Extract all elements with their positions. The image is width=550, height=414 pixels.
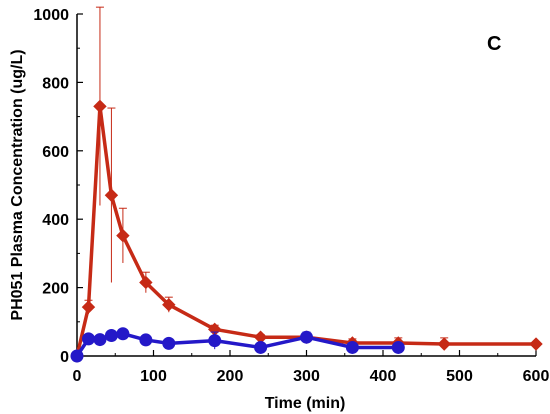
data-point — [162, 297, 176, 312]
data-point — [254, 340, 268, 354]
series-1 — [70, 6, 543, 363]
x-tick-label: 600 — [523, 368, 550, 385]
y-tick-label: 200 — [42, 281, 69, 298]
y-tick-label: 600 — [42, 144, 69, 161]
data-point — [93, 99, 107, 114]
data-point — [104, 188, 119, 202]
y-tick-label: 800 — [42, 75, 69, 92]
data-point — [208, 334, 222, 348]
data-point — [70, 349, 84, 363]
y-tick-label: 1000 — [33, 7, 69, 24]
data-point — [139, 275, 153, 290]
data-point — [300, 330, 313, 344]
data-point — [162, 336, 176, 350]
data-point — [529, 337, 543, 351]
data-point — [116, 327, 130, 341]
data-point — [139, 333, 153, 347]
x-axis-title: Time (min) — [265, 395, 346, 412]
x-tick-label: 100 — [140, 368, 167, 385]
x-tick-label: 400 — [370, 368, 397, 385]
x-tick-label: 200 — [217, 368, 244, 385]
panel-label: C — [487, 33, 501, 55]
data-point — [104, 328, 118, 342]
y-axis-title: PH051 Plasma Concentration (ug/L) — [9, 49, 26, 320]
data-point — [437, 337, 451, 351]
x-tick-label: 500 — [446, 368, 473, 385]
data-point — [345, 340, 359, 354]
data-point — [81, 332, 95, 346]
series-2 — [70, 327, 405, 363]
y-tick-label: 0 — [60, 349, 69, 366]
x-tick-label: 300 — [293, 368, 320, 385]
y-tick-label: 400 — [42, 212, 69, 229]
x-tick-label: 0 — [73, 368, 82, 385]
data-point — [391, 340, 405, 354]
data-point — [81, 300, 96, 314]
axes: 0 100 200 300 400 500 600 0 200 400 600 800 1000 — [33, 7, 549, 385]
data-point — [93, 333, 107, 347]
series-group — [70, 6, 543, 363]
series-line — [75, 104, 536, 357]
data-point — [116, 228, 130, 243]
